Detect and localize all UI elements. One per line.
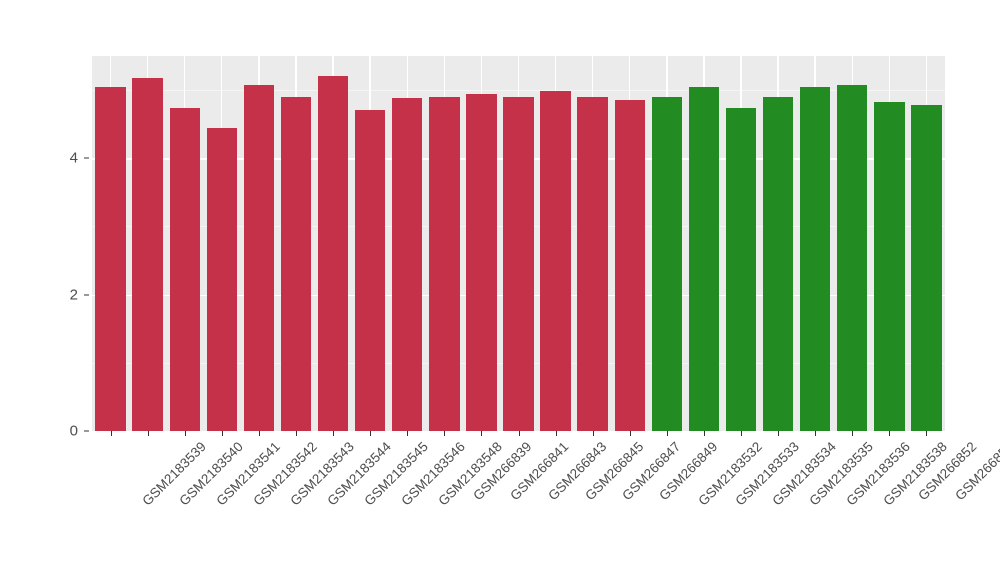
bar[interactable] [132, 77, 163, 431]
bar[interactable] [874, 102, 905, 431]
y-tick-label: 2 [69, 286, 78, 304]
x-axis-tick-labels: GSM2183539 GSM2183540 GSM2183541 GSM2183542… [92, 439, 1000, 579]
y-axis-tick-labels: 0 2 4 [48, 0, 78, 580]
x-tick-label: GSM2183539 [138, 439, 209, 509]
x-axis-tick-marks [92, 431, 945, 437]
bar[interactable] [614, 100, 645, 431]
x-tick-mark [852, 431, 854, 436]
x-tick-mark [444, 431, 446, 436]
x-tick-mark [221, 431, 223, 436]
y-tick-label: 0 [69, 422, 78, 440]
x-tick-mark [518, 431, 520, 436]
bar[interactable] [429, 96, 460, 431]
x-tick-mark [592, 431, 594, 436]
bar[interactable] [206, 128, 237, 431]
x-tick-mark [407, 431, 409, 436]
y-tick-mark [84, 157, 89, 159]
bar[interactable] [911, 105, 942, 431]
x-tick-mark [926, 431, 928, 436]
bar[interactable] [725, 107, 757, 431]
bar[interactable] [280, 96, 312, 431]
bar[interactable] [243, 85, 275, 431]
y-tick-label: 4 [69, 149, 78, 167]
bar[interactable] [651, 96, 683, 431]
bar[interactable] [317, 75, 349, 431]
bar[interactable] [577, 96, 608, 431]
x-tick-mark [258, 431, 260, 436]
x-tick-mark [333, 431, 335, 436]
x-tick-mark [147, 431, 149, 436]
x-tick-mark [110, 431, 112, 436]
x-tick-mark [295, 431, 297, 436]
x-tick-mark [555, 431, 557, 436]
x-tick-mark [184, 431, 186, 436]
y-tick-mark [84, 294, 89, 296]
x-tick-mark [741, 431, 743, 436]
x-tick-mark [703, 431, 705, 436]
bar[interactable] [762, 96, 794, 431]
x-tick-mark [815, 431, 817, 436]
bar[interactable] [503, 96, 534, 431]
bar[interactable] [392, 98, 423, 431]
bar[interactable] [95, 87, 126, 431]
bar[interactable] [466, 94, 497, 431]
bar[interactable] [169, 107, 200, 431]
y-tick-mark [84, 430, 89, 432]
x-tick-mark [889, 431, 891, 436]
x-tick-mark [481, 431, 483, 436]
bar[interactable] [837, 84, 868, 431]
x-tick-mark [629, 431, 631, 436]
bar[interactable] [540, 90, 571, 431]
bar[interactable] [354, 109, 386, 431]
y-axis-tick-marks [84, 0, 92, 580]
x-tick-mark [666, 431, 668, 436]
x-tick-mark [370, 431, 372, 436]
x-tick-mark [778, 431, 780, 436]
plot-panel [92, 56, 945, 431]
y-axis-title: Expression Level [0, 0, 42, 580]
bar[interactable] [688, 86, 720, 431]
bar[interactable] [799, 87, 831, 431]
